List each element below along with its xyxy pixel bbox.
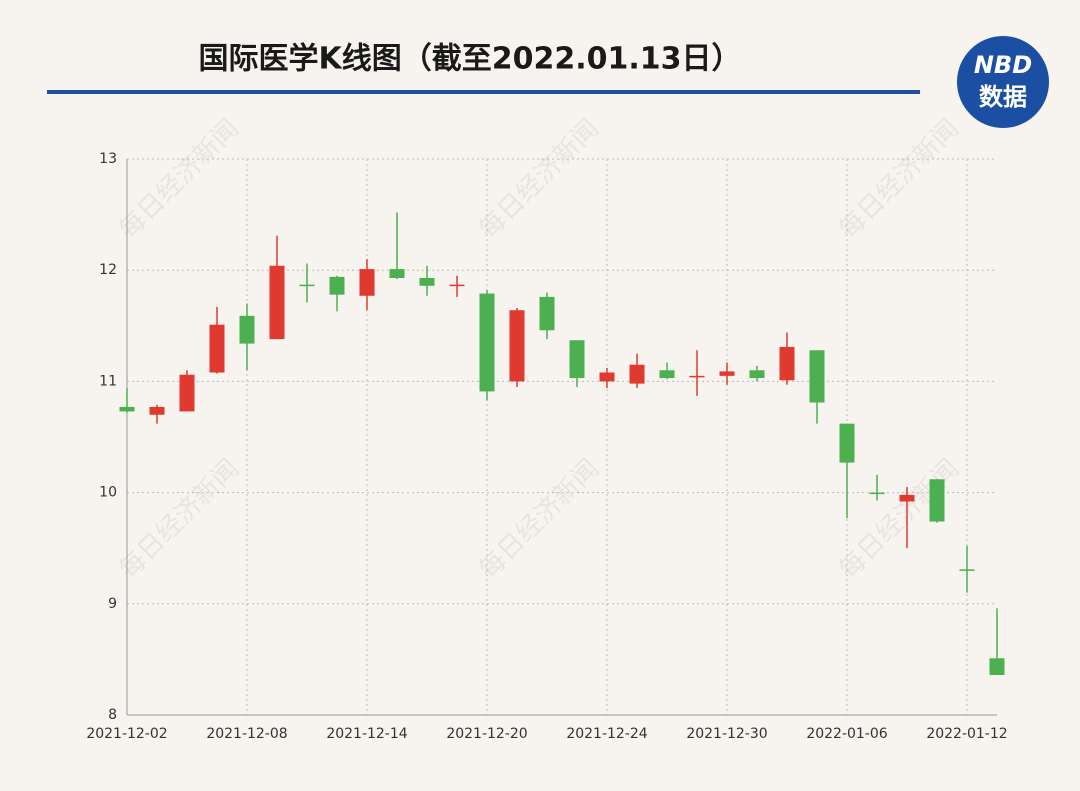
watermark: 每日经济新闻 [114, 114, 246, 246]
candle-body [299, 284, 315, 287]
logo-brand: NBD [974, 51, 1032, 79]
candle-body [539, 296, 555, 331]
candle-body [449, 284, 465, 287]
candle-body [269, 265, 285, 340]
candle-body [479, 293, 495, 392]
candle-body [929, 479, 945, 522]
candle-body [899, 494, 915, 502]
candle-body [809, 350, 825, 403]
candle-body [689, 375, 705, 378]
candle-body [239, 315, 255, 344]
candle-body [569, 340, 585, 379]
candle-body [719, 371, 735, 376]
candle-body [149, 406, 165, 415]
watermark: 每日经济新闻 [834, 114, 966, 246]
x-tick-label: 2022-01-12 [926, 726, 1007, 742]
watermark: 每日经济新闻 [114, 454, 246, 586]
x-tick-label: 2021-12-24 [566, 726, 647, 742]
candle-body [659, 370, 675, 379]
candle-body [779, 346, 795, 381]
y-tick-label: 9 [108, 596, 117, 612]
candle-body [869, 492, 885, 495]
y-tick-label: 10 [99, 485, 117, 501]
watermark: 每日经济新闻 [474, 114, 606, 246]
candle-body [209, 324, 225, 373]
chart-title: 国际医学K线图（截至2022.01.13日） [198, 42, 741, 77]
x-tick-label: 2021-12-14 [326, 726, 407, 742]
y-tick-label: 11 [99, 373, 117, 389]
watermark: 每日经济新闻 [834, 454, 966, 586]
logo-label: 数据 [979, 83, 1027, 111]
candle-body [839, 423, 855, 463]
x-tick-label: 2021-12-02 [86, 726, 167, 742]
candle-body [119, 406, 135, 412]
candle-body [419, 277, 435, 286]
logo [957, 36, 1049, 128]
x-tick-label: 2022-01-06 [806, 726, 887, 742]
x-tick-label: 2021-12-30 [686, 726, 767, 742]
candle-body [359, 269, 375, 296]
watermark: 每日经济新闻 [474, 454, 606, 586]
candle-body [329, 276, 345, 295]
candle-body [749, 370, 765, 379]
candle-body [509, 310, 525, 382]
candle-body [629, 364, 645, 384]
x-tick-label: 2021-12-20 [446, 726, 527, 742]
y-tick-label: 12 [99, 262, 117, 278]
candle-body [599, 372, 615, 382]
candle-body [989, 658, 1005, 675]
candle-body [179, 374, 195, 412]
x-tick-label: 2021-12-08 [206, 726, 287, 742]
y-tick-label: 8 [108, 707, 117, 723]
candle-body [389, 269, 405, 278]
y-tick-label: 13 [99, 151, 117, 167]
candle-body [959, 569, 975, 571]
